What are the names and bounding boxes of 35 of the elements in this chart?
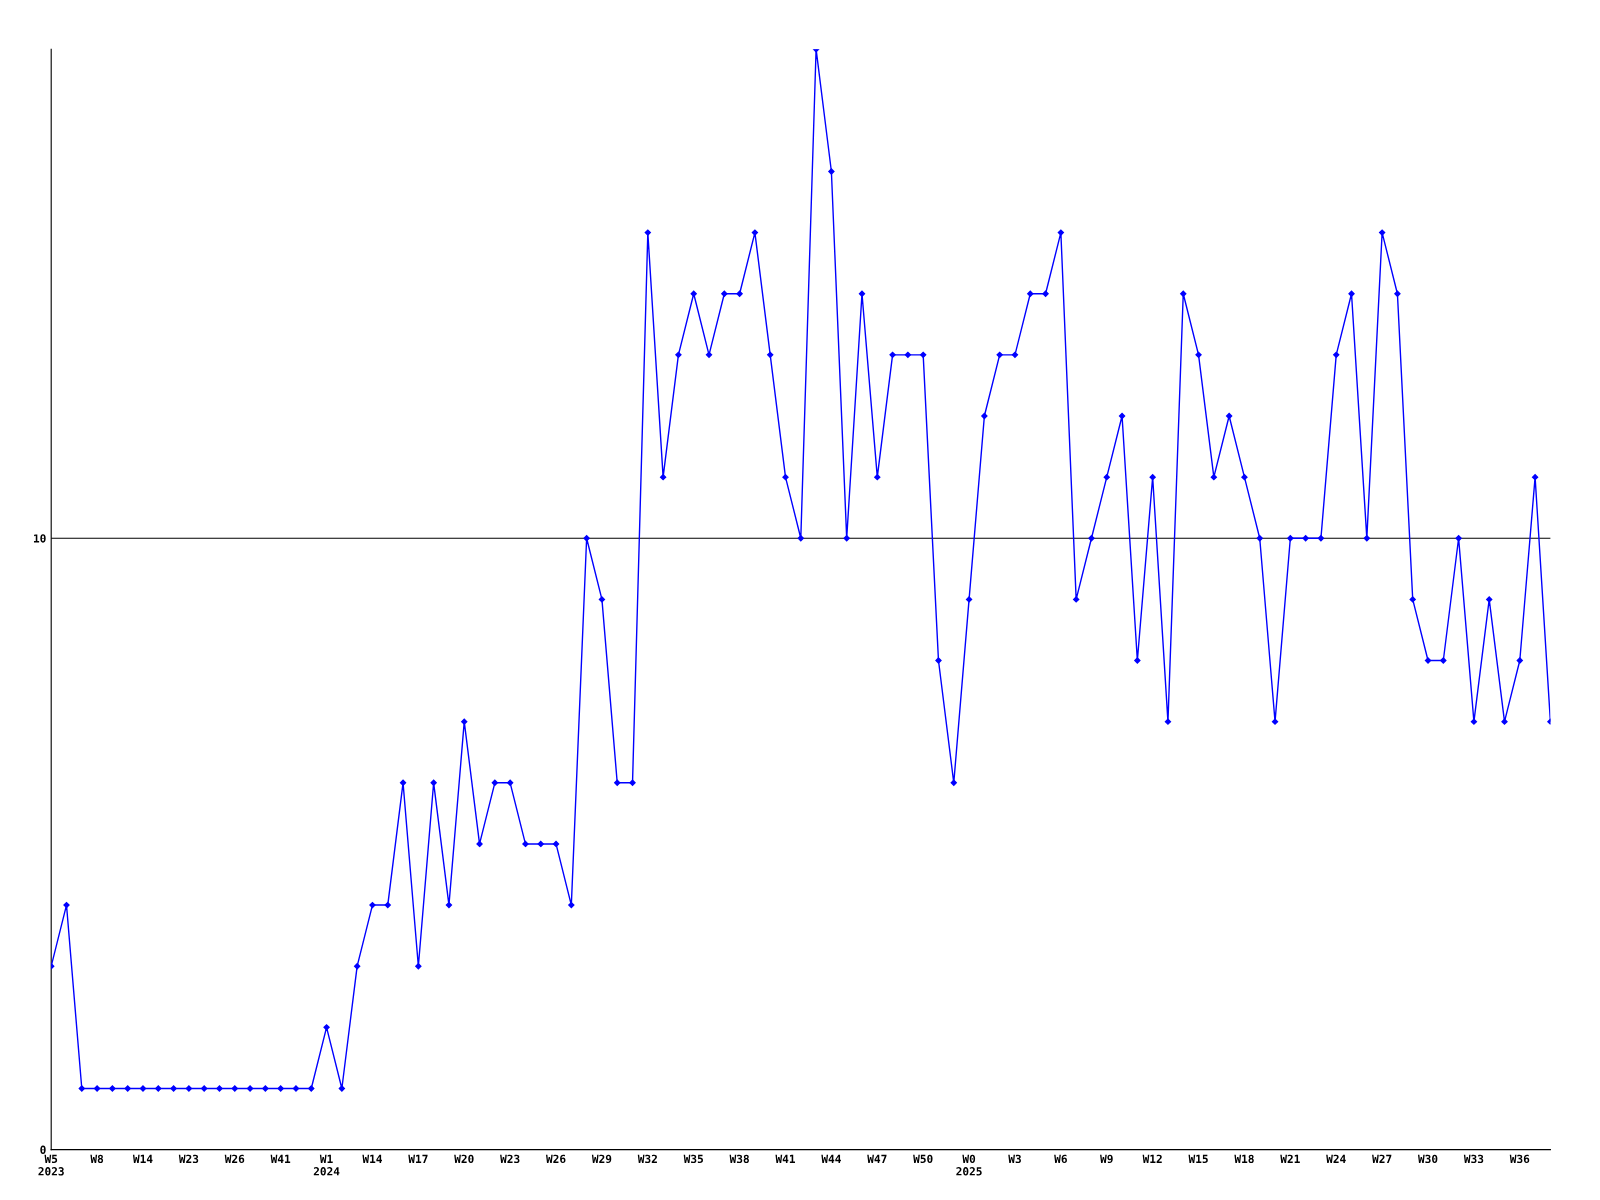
- x-tick-label: W8: [90, 1154, 104, 1164]
- x-tick-label: W9: [1100, 1154, 1113, 1164]
- x-tick-label: W0 2025: [956, 1154, 982, 1176]
- y-tick-label: 10: [33, 534, 46, 543]
- x-tick-label: W17: [408, 1154, 428, 1163]
- x-tick-label: W30: [1417, 1154, 1438, 1164]
- x-tick-label: W32: [637, 1154, 657, 1164]
- y-tick-label: 0: [40, 1145, 46, 1154]
- x-tick-label: W14: [362, 1154, 382, 1163]
- x-tick-label: W29: [591, 1154, 612, 1164]
- x-tick-label: W24: [1326, 1154, 1346, 1163]
- x-tick-label: W21: [1280, 1154, 1300, 1163]
- x-tick-label: W26: [546, 1154, 566, 1164]
- x-tick-label: W44: [821, 1154, 841, 1163]
- x-tick-label: W27: [1372, 1154, 1392, 1163]
- x-tick-label: W35: [683, 1154, 703, 1164]
- x-tick-label: W1 2024: [313, 1154, 340, 1176]
- x-tick-label: W14: [132, 1154, 153, 1163]
- x-tick-label: W23: [178, 1154, 199, 1164]
- x-tick-label: W50: [913, 1154, 933, 1164]
- x-tick-label: W26: [224, 1154, 245, 1164]
- x-tick-label: W41: [270, 1154, 291, 1163]
- x-tick-label: W23: [500, 1154, 520, 1164]
- x-tick-label: W47: [867, 1154, 887, 1163]
- x-tick-label: W41: [775, 1154, 796, 1163]
- x-tick-label: W12: [1142, 1154, 1162, 1163]
- x-tick-label: W5 2023: [38, 1154, 64, 1176]
- x-tick-label: W6: [1054, 1154, 1067, 1164]
- x-tick-label: W33: [1463, 1154, 1484, 1164]
- x-tick-label: W18: [1234, 1154, 1254, 1164]
- x-tick-label: W3: [1008, 1154, 1021, 1164]
- x-tick-label: W20: [454, 1154, 474, 1164]
- x-tick-label: W15: [1188, 1154, 1208, 1164]
- x-tick-label: W38: [729, 1154, 749, 1164]
- x-tick-label: W36: [1509, 1154, 1530, 1164]
